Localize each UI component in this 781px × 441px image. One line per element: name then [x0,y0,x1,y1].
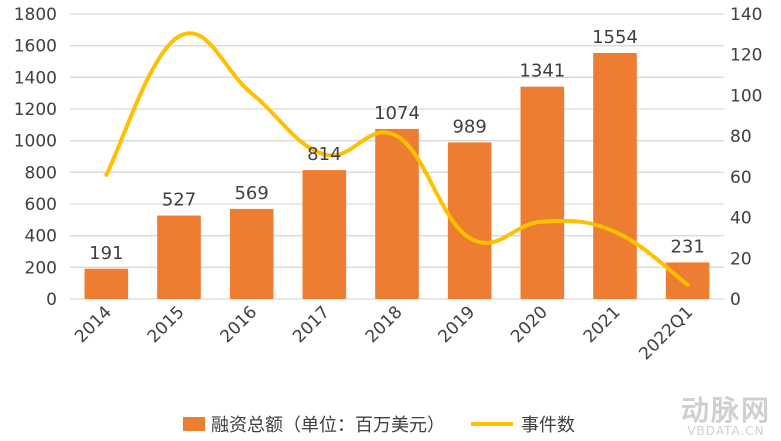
x-tick-label: 2017 [289,302,334,347]
bar-2016 [229,208,274,299]
y-left-tick-label: 1400 [14,68,57,88]
bar-data-label: 191 [89,243,123,264]
watermark-sub-text: VBDATA.CN [687,424,765,438]
x-tick-label: 2022Q1 [635,302,697,364]
bar-data-label: 814 [307,144,341,165]
bar-2018 [375,128,419,299]
y-left-tick-label: 1600 [14,37,57,57]
x-tick-label: 2019 [434,302,479,347]
bar-data-label: 1554 [592,27,638,48]
y-left-tick-label: 400 [25,227,57,247]
y-left-tick-label: 600 [25,195,57,215]
y-left-tick-label: 800 [25,163,57,183]
watermark-logo: 动脉网 VBDATA.CN [680,394,771,438]
bar-data-label: 1341 [519,61,565,82]
x-tick-label: 2015 [144,302,189,347]
y-right-tick-label: 80 [730,127,752,147]
bar-2014 [84,268,129,299]
y-left-tick-label: 0 [46,290,57,310]
bar-data-label: 1074 [374,103,420,124]
y-right-tick-label: 140 [730,5,762,25]
x-tick-label: 2018 [362,302,407,347]
y-right-tick-label: 120 [730,46,762,66]
y-left-tick-label: 200 [25,258,57,278]
y-left-tick-label: 1000 [14,132,57,152]
bar-data-label: 527 [162,190,196,211]
bar-2019 [447,142,492,299]
bar-data-label: 231 [670,236,704,257]
y-right-tick-label: 0 [730,290,741,310]
y-right-tick-label: 40 [730,209,752,229]
line-events [104,31,690,287]
bar-2021 [593,52,637,300]
x-tick-label: 2014 [71,302,116,347]
legend-label-events: 事件数 [521,415,575,436]
bar-data-label: 569 [234,183,268,204]
y-right-tick-label: 60 [730,168,752,188]
y-left-tick-label: 1800 [14,5,57,25]
bar-2022Q1 [665,262,710,299]
y-right-tick-label: 100 [730,86,762,106]
bar-2015 [157,215,201,299]
bar-2020 [520,86,565,299]
bar-data-label: 989 [452,116,486,137]
legend: 融资总额（单位：百万美元） 事件数 [183,411,575,437]
x-tick-label: 2020 [507,302,552,347]
watermark-logo-text: 动脉网 [680,394,771,427]
legend-label-funding: 融资总额（单位：百万美元） [211,415,445,436]
y-right-tick-label: 20 [730,249,752,269]
x-tick-label: 2016 [216,302,261,347]
bar-2017 [302,170,347,299]
legend-swatch-events [471,422,513,426]
legend-swatch-funding [183,417,205,431]
x-tick-label: 2021 [580,302,625,347]
y-left-tick-label: 1200 [14,100,57,120]
